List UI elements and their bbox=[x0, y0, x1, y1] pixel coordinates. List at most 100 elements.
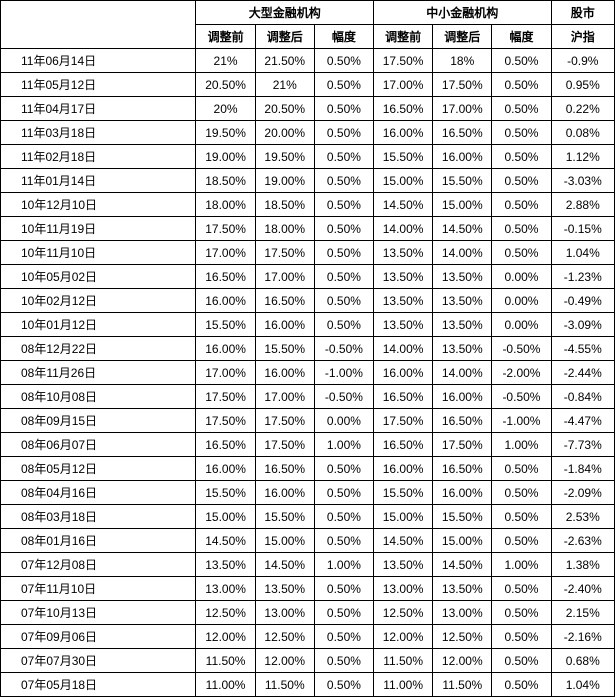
cell-index: 1.12% bbox=[551, 145, 614, 169]
cell-small-before: 13.50% bbox=[374, 241, 433, 265]
cell-large-change: 0.50% bbox=[314, 169, 373, 193]
table-row: 07年10月13日12.50%13.00%0.50%12.50%13.00%0.… bbox=[1, 601, 615, 625]
table-row: 08年06月07日16.50%17.50%1.00%16.50%17.50%1.… bbox=[1, 433, 615, 457]
table-row: 07年09月06日12.00%12.50%0.50%12.00%12.50%0.… bbox=[1, 625, 615, 649]
cell-small-after: 12.50% bbox=[433, 625, 492, 649]
table-row: 10年02月12日16.00%16.50%0.50%13.50%13.50%0.… bbox=[1, 289, 615, 313]
cell-index: 2.53% bbox=[551, 505, 614, 529]
cell-large-change: 0.50% bbox=[314, 649, 373, 673]
cell-small-change: 0.50% bbox=[492, 97, 551, 121]
cell-index: -2.16% bbox=[551, 625, 614, 649]
cell-large-before: 17.50% bbox=[196, 409, 255, 433]
cell-small-before: 13.00% bbox=[374, 577, 433, 601]
cell-small-before: 17.00% bbox=[374, 73, 433, 97]
table-row: 08年11月26日17.00%16.00%-1.00%16.00%14.00%-… bbox=[1, 361, 615, 385]
cell-index: -2.44% bbox=[551, 361, 614, 385]
cell-small-change: -1.00% bbox=[492, 409, 551, 433]
cell-large-after: 18.00% bbox=[255, 217, 314, 241]
table-row: 10年11月19日17.50%18.00%0.50%14.00%14.50%0.… bbox=[1, 217, 615, 241]
cell-index: -0.84% bbox=[551, 385, 614, 409]
cell-large-before: 21% bbox=[196, 49, 255, 73]
cell-large-before: 16.00% bbox=[196, 457, 255, 481]
cell-index: -0.15% bbox=[551, 217, 614, 241]
cell-index: 0.22% bbox=[551, 97, 614, 121]
cell-large-before: 15.50% bbox=[196, 481, 255, 505]
cell-small-after: 15.00% bbox=[433, 529, 492, 553]
cell-small-change: 0.50% bbox=[492, 649, 551, 673]
table-head: 大型金融机构 中小金融机构 股市 调整前 调整后 幅度 调整前 调整后 幅度 沪… bbox=[1, 1, 615, 49]
table-row: 07年12月08日13.50%14.50%1.00%13.50%14.50%1.… bbox=[1, 553, 615, 577]
date-cell: 07年05月18日 bbox=[1, 673, 196, 697]
cell-small-after: 14.00% bbox=[433, 361, 492, 385]
cell-large-before: 20.50% bbox=[196, 73, 255, 97]
date-cell: 07年11月10日 bbox=[1, 577, 196, 601]
cell-index: 2.15% bbox=[551, 601, 614, 625]
cell-small-after: 17.50% bbox=[433, 73, 492, 97]
table-row: 08年09月15日17.50%17.50%0.00%17.50%16.50%-1… bbox=[1, 409, 615, 433]
cell-small-change: 1.00% bbox=[492, 553, 551, 577]
cell-small-before: 16.00% bbox=[374, 457, 433, 481]
cell-small-before: 16.50% bbox=[374, 385, 433, 409]
cell-small-after: 13.50% bbox=[433, 577, 492, 601]
cell-large-before: 17.00% bbox=[196, 241, 255, 265]
date-cell: 08年03月18日 bbox=[1, 505, 196, 529]
cell-small-after: 14.50% bbox=[433, 553, 492, 577]
cell-index: 1.04% bbox=[551, 241, 614, 265]
cell-large-before: 18.00% bbox=[196, 193, 255, 217]
date-cell: 07年10月13日 bbox=[1, 601, 196, 625]
cell-small-change: -2.00% bbox=[492, 361, 551, 385]
cell-index: -2.09% bbox=[551, 481, 614, 505]
cell-small-before: 16.50% bbox=[374, 97, 433, 121]
cell-index: -2.40% bbox=[551, 577, 614, 601]
data-table: 大型金融机构 中小金融机构 股市 调整前 调整后 幅度 调整前 调整后 幅度 沪… bbox=[0, 0, 615, 697]
sub-header: 幅度 bbox=[492, 25, 551, 49]
cell-index: -3.09% bbox=[551, 313, 614, 337]
cell-large-after: 18.50% bbox=[255, 193, 314, 217]
cell-small-change: -0.50% bbox=[492, 385, 551, 409]
cell-small-change: 0.50% bbox=[492, 577, 551, 601]
cell-small-after: 15.50% bbox=[433, 505, 492, 529]
group-header-row: 大型金融机构 中小金融机构 股市 bbox=[1, 1, 615, 25]
cell-large-change: 0.50% bbox=[314, 577, 373, 601]
table-row: 07年07月30日11.50%12.00%0.50%11.50%12.00%0.… bbox=[1, 649, 615, 673]
cell-large-before: 18.50% bbox=[196, 169, 255, 193]
cell-small-before: 16.00% bbox=[374, 361, 433, 385]
group-header-market: 股市 bbox=[551, 1, 614, 25]
cell-small-after: 12.00% bbox=[433, 649, 492, 673]
cell-small-after: 15.50% bbox=[433, 169, 492, 193]
cell-small-after: 16.00% bbox=[433, 385, 492, 409]
cell-small-change: 0.00% bbox=[492, 265, 551, 289]
cell-large-change: -0.50% bbox=[314, 385, 373, 409]
cell-index: -0.49% bbox=[551, 289, 614, 313]
table-row: 08年05月12日16.00%16.50%0.50%16.00%16.50%0.… bbox=[1, 457, 615, 481]
cell-large-after: 17.00% bbox=[255, 385, 314, 409]
cell-large-before: 19.50% bbox=[196, 121, 255, 145]
date-cell: 08年05月12日 bbox=[1, 457, 196, 481]
cell-small-change: 0.50% bbox=[492, 625, 551, 649]
cell-index: -4.47% bbox=[551, 409, 614, 433]
cell-large-after: 13.50% bbox=[255, 577, 314, 601]
date-cell: 11年01月14日 bbox=[1, 169, 196, 193]
cell-small-change: 0.50% bbox=[492, 241, 551, 265]
cell-large-before: 17.50% bbox=[196, 217, 255, 241]
cell-large-before: 11.00% bbox=[196, 673, 255, 697]
cell-large-after: 15.50% bbox=[255, 337, 314, 361]
cell-large-before: 19.00% bbox=[196, 145, 255, 169]
cell-large-change: 1.00% bbox=[314, 553, 373, 577]
cell-small-after: 13.00% bbox=[433, 601, 492, 625]
cell-small-before: 13.50% bbox=[374, 289, 433, 313]
cell-large-before: 15.00% bbox=[196, 505, 255, 529]
sub-header: 调整前 bbox=[374, 25, 433, 49]
cell-small-before: 14.50% bbox=[374, 529, 433, 553]
cell-large-change: 0.50% bbox=[314, 241, 373, 265]
cell-small-change: 0.00% bbox=[492, 289, 551, 313]
cell-small-before: 11.00% bbox=[374, 673, 433, 697]
cell-small-after: 15.00% bbox=[433, 193, 492, 217]
table-row: 08年12月22日16.00%15.50%-0.50%14.00%13.50%-… bbox=[1, 337, 615, 361]
cell-small-after: 13.50% bbox=[433, 337, 492, 361]
cell-small-change: 0.50% bbox=[492, 601, 551, 625]
cell-index: -7.73% bbox=[551, 433, 614, 457]
cell-large-after: 12.00% bbox=[255, 649, 314, 673]
cell-small-change: 0.50% bbox=[492, 457, 551, 481]
cell-small-change: 0.50% bbox=[492, 193, 551, 217]
